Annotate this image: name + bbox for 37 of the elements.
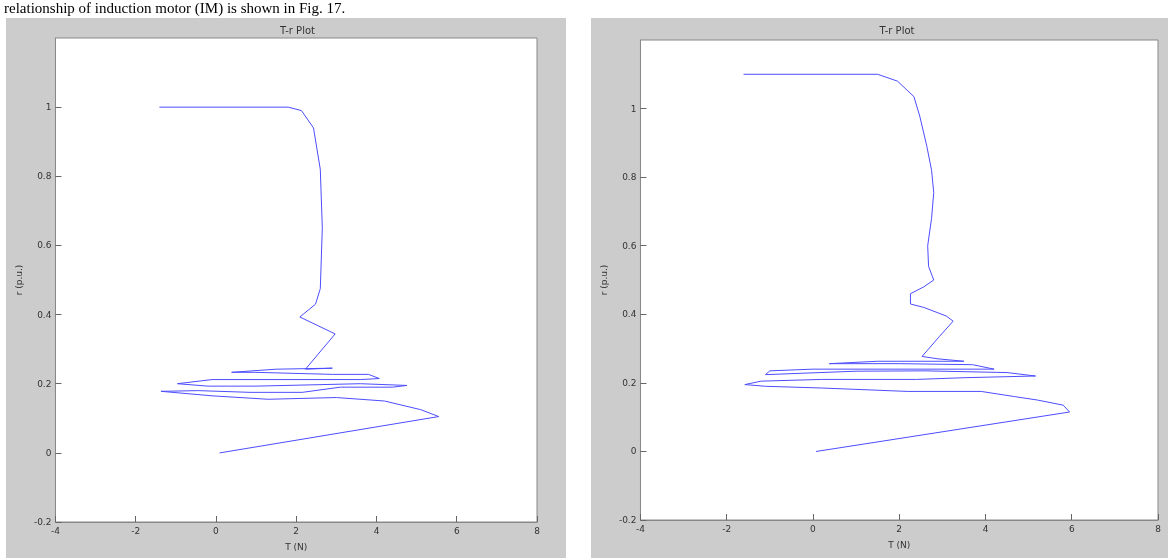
x-tick-label: 0: [810, 523, 817, 534]
y-tick-label: 0.2: [37, 378, 52, 389]
x-tick-label: -4: [635, 523, 646, 534]
x-tick-label: -2: [131, 525, 141, 536]
y-tick-label: 0.6: [37, 240, 52, 251]
y-tick-label: 1: [630, 103, 637, 114]
y-tick-label: 0.6: [622, 240, 637, 251]
y-tick-label: -0.2: [618, 515, 637, 525]
x-axis-title: T (N): [887, 539, 911, 550]
x-tick-label: 0: [213, 525, 220, 536]
x-tick-label: 6: [1068, 523, 1075, 534]
y-tick-label: 0.8: [622, 172, 637, 183]
line-series: [159, 106, 440, 454]
x-tick-label: 2: [896, 523, 903, 534]
x-tick-label: 8: [534, 525, 541, 536]
line-series: [743, 73, 1071, 452]
y-axis-title: r (p.u.): [13, 264, 24, 296]
y-tick-label: 0: [45, 447, 52, 458]
chart-title: T-r Plot: [878, 24, 915, 36]
y-tick-label: 0.4: [37, 309, 52, 320]
x-tick-label: -2: [722, 523, 732, 534]
x-tick-label: 6: [453, 525, 460, 536]
chart-title: T-r Plot: [279, 24, 316, 36]
x-tick-label: 2: [293, 525, 300, 536]
text: relationship of induction motor (IM) is shown in Fig. 17.: [4, 0, 347, 18]
y-axis-title: r (p.u.): [598, 264, 609, 296]
y-tick-label: 0.4: [622, 309, 637, 320]
x-tick-label: 8: [1155, 523, 1162, 534]
y-tick-label: -0.2: [33, 517, 52, 527]
x-tick-label: -4: [50, 525, 61, 536]
y-tick-label: 0.8: [37, 171, 52, 182]
x-axis-title: T (N): [284, 541, 308, 552]
y-tick-label: 1: [45, 102, 52, 113]
x-tick-label: 4: [373, 525, 380, 536]
y-tick-label: 0: [630, 446, 637, 457]
x-tick-label: 4: [982, 523, 989, 534]
y-tick-label: 0.2: [622, 377, 637, 388]
